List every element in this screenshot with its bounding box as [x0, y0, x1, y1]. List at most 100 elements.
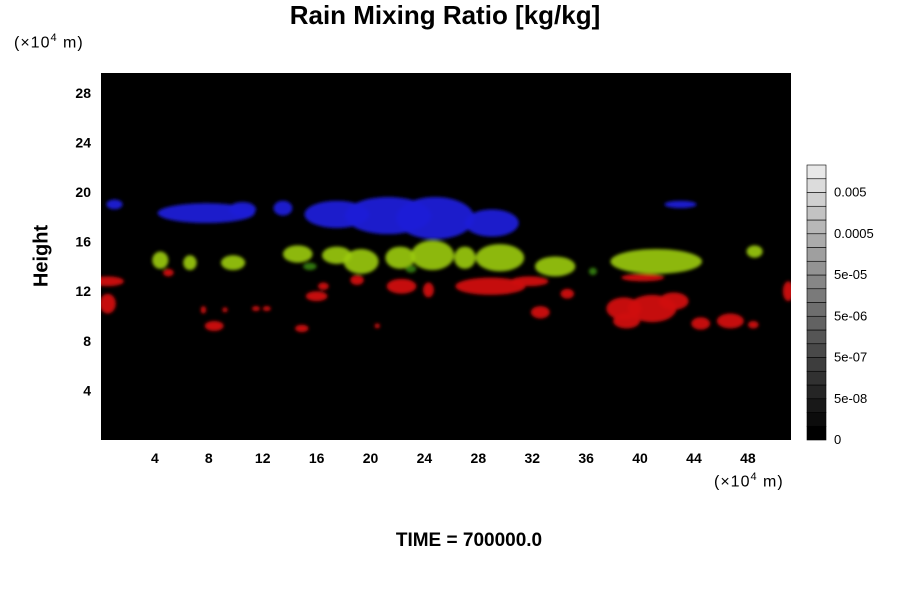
- red-region-15: [455, 277, 526, 295]
- yellow-green-region-9: [475, 244, 525, 272]
- red-region-18: [560, 288, 575, 299]
- chart-title: Rain Mixing Ratio [kg/kg]: [289, 0, 601, 30]
- colorbar-tick-2: 5e-07: [834, 350, 867, 365]
- x-tick-40: 40: [632, 450, 648, 466]
- red-region-14: [423, 282, 434, 298]
- red-region-22: [658, 292, 689, 310]
- x-unit-prefix: (×10: [714, 473, 751, 491]
- yellow-green-region-11: [610, 249, 703, 274]
- blue-region-6: [396, 196, 475, 240]
- y-tick-24: 24: [75, 134, 91, 150]
- colorbar-level-14: [806, 233, 827, 248]
- blue-region-7: [464, 209, 519, 237]
- red-region-13: [386, 278, 417, 294]
- y-tick-20: 20: [75, 184, 91, 200]
- x-tick-8: 8: [205, 450, 213, 466]
- x-unit-suffix: m): [757, 473, 784, 491]
- green-region-1: [405, 265, 417, 273]
- yellow-green-region-0: [152, 251, 169, 269]
- x-tick-48: 48: [740, 450, 756, 466]
- time-label: TIME = 700000.0: [395, 530, 543, 551]
- x-tick-44: 44: [686, 450, 702, 466]
- blue-region-3: [273, 200, 293, 216]
- y-unit-suffix: m): [57, 34, 84, 52]
- red-region-8: [295, 324, 309, 333]
- colorbar-level-13: [806, 247, 827, 262]
- yellow-green-region-10: [534, 256, 576, 277]
- red-region-2: [162, 268, 174, 277]
- colorbar-level-6: [806, 343, 827, 358]
- colorbar-level-4: [806, 370, 827, 386]
- red-region-23: [621, 273, 665, 282]
- colorbar-tick-5: 0.0005: [834, 226, 874, 241]
- x-tick-28: 28: [471, 450, 487, 466]
- colorbar-level-1: [806, 412, 827, 427]
- x-tick-12: 12: [255, 450, 271, 466]
- colorbar-level-2: [806, 398, 827, 413]
- colorbar-level-11: [806, 274, 827, 290]
- green-region-0: [303, 262, 317, 271]
- red-region-27: [782, 281, 791, 302]
- y-tick-4: 4: [83, 382, 91, 398]
- colorbar-level-3: [806, 384, 827, 400]
- y-tick-16: 16: [75, 234, 91, 250]
- colorbar-level-16: [806, 205, 827, 221]
- colorbar-level-17: [806, 192, 827, 207]
- red-region-3: [200, 306, 207, 314]
- x-tick-20: 20: [363, 450, 379, 466]
- y-tick-8: 8: [83, 333, 91, 349]
- colorbar-level-18: [806, 178, 827, 193]
- x-tick-4: 4: [151, 450, 159, 466]
- red-region-1: [101, 293, 116, 314]
- yellow-green-region-7: [410, 240, 455, 271]
- y-unit-exponent: 4: [50, 32, 58, 44]
- colorbar-tick-labels: 0 5e-08 5e-07 5e-06 5e-05 0.0005 0.005: [834, 185, 874, 448]
- red-region-12: [374, 323, 380, 329]
- colorbar-level-8: [806, 315, 827, 331]
- red-region-6: [251, 306, 261, 312]
- x-tick-labels: 4 8 12 16 20 24 28 32 36 40 44 48: [151, 450, 756, 466]
- x-tick-32: 32: [524, 450, 540, 466]
- x-tick-24: 24: [417, 450, 433, 466]
- colorbar-level-9: [806, 302, 827, 317]
- yellow-green-region-3: [282, 245, 313, 263]
- y-tick-12: 12: [75, 283, 91, 299]
- red-region-20: [613, 313, 641, 329]
- field-regions: [101, 196, 791, 333]
- colorbar-level-5: [806, 357, 827, 372]
- colorbar: [806, 164, 827, 441]
- yellow-green-region-6: [385, 246, 416, 269]
- x-tick-36: 36: [578, 450, 594, 466]
- y-unit-prefix: (×10: [14, 34, 51, 52]
- colorbar-level-15: [806, 219, 827, 235]
- y-tick-28: 28: [75, 85, 91, 101]
- y-axis-unit: (×104 m): [14, 32, 84, 52]
- blue-region-2: [229, 201, 256, 217]
- yellow-green-region-8: [454, 246, 476, 269]
- red-region-11: [350, 275, 364, 286]
- red-region-9: [305, 291, 328, 302]
- blue-region-8: [664, 200, 697, 209]
- red-region-17: [530, 306, 550, 319]
- red-region-16: [510, 276, 549, 287]
- red-region-0: [101, 276, 124, 287]
- x-unit-exponent: 4: [750, 471, 758, 483]
- y-tick-labels: 4 8 12 16 20 24 28: [75, 85, 91, 399]
- colorbar-tick-0: 0: [834, 432, 841, 447]
- yellow-green-region-5: [343, 249, 379, 274]
- colorbar-tick-1: 5e-08: [834, 391, 867, 406]
- colorbar-level-19: [806, 164, 827, 180]
- colorbar-level-10: [806, 288, 827, 303]
- colorbar-level-7: [806, 329, 827, 345]
- red-region-7: [262, 306, 271, 312]
- colorbar-tick-3: 5e-06: [834, 308, 867, 323]
- green-region-2: [588, 267, 597, 276]
- blue-region-0: [106, 199, 123, 210]
- colorbar-tick-4: 5e-05: [834, 267, 867, 282]
- red-region-24: [691, 317, 711, 330]
- colorbar-tick-6: 0.005: [834, 185, 867, 200]
- red-region-5: [222, 307, 228, 313]
- red-region-10: [317, 282, 329, 290]
- yellow-green-region-2: [220, 255, 246, 271]
